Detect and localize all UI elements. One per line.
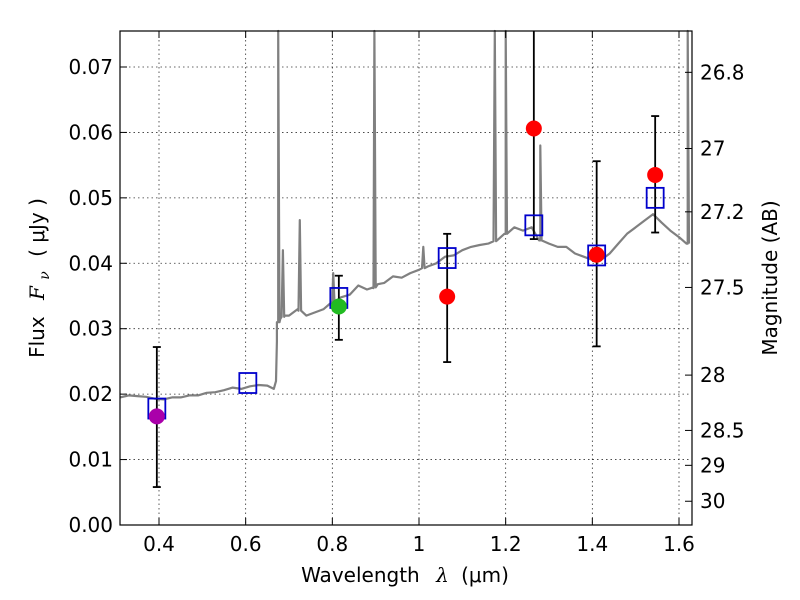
y-tick-label: 0.03 [68, 317, 113, 341]
x-axis-label-text: Wavelength [301, 563, 420, 587]
observed-photometry-series [148, 120, 664, 425]
magnitude-tick-label: 30 [700, 489, 725, 513]
model-square [587, 244, 607, 267]
x-axis-label: Wavelength λ (μm) [301, 563, 509, 587]
magnitude-tick-label: 28.5 [700, 418, 745, 442]
y-axis-label-subscript: ν [37, 271, 53, 280]
y-tick-label: 0.06 [68, 120, 113, 144]
x-tick-label: 1.4 [576, 532, 608, 556]
model-square [437, 247, 457, 269]
magnitude-tick-label: 27.2 [700, 200, 745, 224]
spectrum-series [119, 29, 691, 401]
grid-lines [120, 31, 692, 526]
observed-point-z [330, 298, 347, 315]
y-axis-label-symbol: F [25, 285, 49, 301]
magnitude-axis-label: Magnitude (AB) [758, 200, 782, 355]
y-axis-label-text: Flux [25, 316, 49, 358]
model-square [238, 372, 258, 394]
magnitude-tick-label: 26.8 [700, 60, 745, 84]
y-axis: 0.00 0.01 0.02 0.03 0.04 0.05 0.06 0.07 [68, 55, 127, 537]
observed-point-JH [588, 246, 605, 263]
y-tick-label: 0.07 [68, 55, 113, 79]
model-photometry-series [147, 186, 665, 420]
y-tick-label: 0.05 [68, 186, 113, 210]
plot-frame [119, 30, 693, 526]
y-tick-label: 0.02 [68, 382, 113, 406]
x-tick-label: 1.2 [490, 532, 522, 556]
y-tick-label: 0.01 [68, 448, 113, 472]
x-tick-label: 0.4 [143, 532, 175, 556]
x-axis: 0.4 0.6 0.8 1 1.2 1.4 1.6 [143, 31, 695, 556]
x-tick-label: 1.6 [663, 532, 695, 556]
x-axis-label-unit: (μm) [461, 563, 509, 587]
y-tick-label: 0.00 [68, 513, 113, 537]
spectrum-line [119, 29, 691, 401]
magnitude-axis: 26.8 27 27.2 27.5 28 28.5 29 30 [685, 60, 745, 513]
model-square [645, 186, 665, 209]
y-tick-label: 0.04 [68, 251, 113, 275]
y-axis-label: Flux F ν ( μJy ) [25, 198, 54, 358]
errorbar-series [152, 31, 660, 488]
observed-point-J [525, 120, 542, 137]
x-tick-label: 0.6 [230, 532, 262, 556]
x-tick-label: 0.8 [316, 532, 348, 556]
model-square [524, 214, 544, 237]
x-axis-label-symbol: λ [435, 563, 449, 587]
x-tick-label: 1 [413, 532, 426, 556]
magnitude-tick-label: 29 [700, 453, 725, 477]
observed-point-H [647, 166, 664, 183]
observed-point-Y [439, 288, 456, 305]
magnitude-tick-label: 27 [700, 136, 725, 160]
observed-point-u [148, 408, 165, 425]
y-axis-label-unit: ( μJy ) [25, 198, 49, 257]
magnitude-tick-label: 27.5 [700, 275, 745, 299]
magnitude-tick-label: 28 [700, 363, 725, 387]
